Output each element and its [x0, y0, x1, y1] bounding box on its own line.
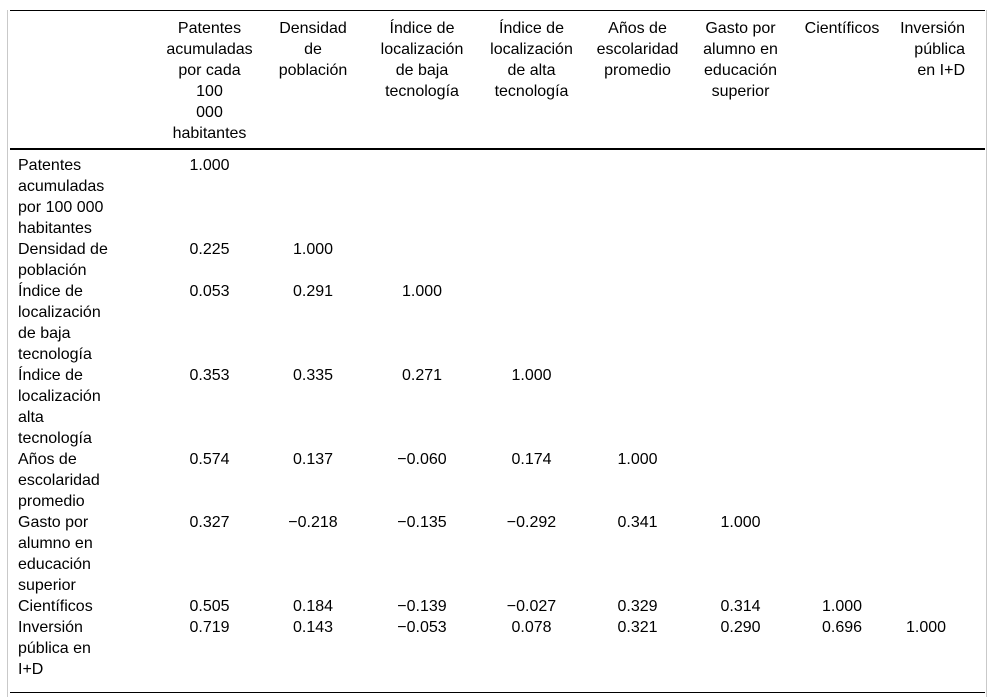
- cell: [367, 239, 477, 281]
- cell: [892, 149, 985, 239]
- row-label: Años de escolaridad promedio: [18, 451, 100, 510]
- cell: [367, 149, 477, 239]
- cell: [477, 281, 586, 365]
- cell: 0.184: [292, 598, 334, 615]
- cell: [892, 239, 985, 281]
- cell: [792, 281, 892, 365]
- cell: 0.574: [189, 451, 230, 468]
- column-header-escolaridad: Años de escolaridad promedio: [586, 10, 689, 150]
- cell: [892, 281, 985, 365]
- cell: [477, 239, 586, 281]
- column-header-patentes: Patentes acumuladas por cada 100 000 hab…: [160, 10, 259, 150]
- row-label: Científicos: [18, 598, 93, 615]
- cell: 0.143: [292, 619, 334, 636]
- cell: [586, 365, 689, 449]
- cell: −0.060: [397, 451, 447, 468]
- cell: 1.000: [821, 598, 863, 615]
- header-row: Patentes acumuladas por cada 100 000 hab…: [10, 10, 985, 150]
- page-edge-left: [7, 10, 8, 697]
- cell: −0.139: [397, 598, 447, 615]
- cell: [792, 149, 892, 239]
- cell: 0.271: [401, 367, 443, 384]
- column-header-cientificos: Científicos: [792, 10, 892, 150]
- cell: −0.027: [506, 598, 557, 615]
- table-row-inversion: Inversión pública en I+D 0.719 0.143 −0.…: [10, 617, 985, 693]
- table-row-patentes: Patentes acumuladas por 100 000 habitant…: [10, 149, 985, 239]
- cell: 1.000: [511, 367, 552, 384]
- cell: −0.218: [288, 514, 338, 531]
- cell: [892, 596, 985, 617]
- table-row-densidad: Densidad de población 0.225 1.000: [10, 239, 985, 281]
- column-header-densidad: Densidad de población: [259, 10, 367, 150]
- cell: [792, 239, 892, 281]
- table-row-baja-tecnologia: Índice de localización de baja tecnologí…: [10, 281, 985, 365]
- cell: 0.327: [189, 514, 230, 531]
- cell: [689, 239, 792, 281]
- cell: [792, 365, 892, 449]
- cell: 0.291: [292, 283, 334, 300]
- cell: 1.000: [189, 157, 230, 174]
- row-label: Inversión pública en I+D: [18, 619, 91, 678]
- correlation-table: Patentes acumuladas por cada 100 000 hab…: [10, 10, 985, 693]
- cell: 1.000: [401, 283, 443, 300]
- cell: 0.329: [617, 598, 658, 615]
- cell: −0.053: [397, 619, 447, 636]
- corner-cell: [10, 10, 160, 150]
- cell: 1.000: [905, 619, 947, 636]
- column-header-baja-tecnologia: Índice de localización de baja tecnologí…: [367, 10, 477, 150]
- column-header-alta-tecnologia: Índice de localización de alta tecnologí…: [477, 10, 586, 150]
- cell: 0.335: [292, 367, 334, 384]
- cell: 0.290: [720, 619, 761, 636]
- column-header-inversion: Inversión pública en I+D: [892, 10, 985, 150]
- cell: [892, 449, 985, 512]
- cell: 0.137: [292, 451, 334, 468]
- row-label: Gasto por alumno en educación superior: [18, 514, 93, 594]
- cell: 1.000: [292, 241, 334, 258]
- cell: [792, 449, 892, 512]
- cell: [892, 365, 985, 449]
- cell: 0.225: [189, 241, 230, 258]
- cell: 0.174: [511, 451, 552, 468]
- table-row-escolaridad: Años de escolaridad promedio 0.574 0.137…: [10, 449, 985, 512]
- row-label: Patentes acumuladas por 100 000 habitant…: [18, 157, 105, 237]
- cell: 1.000: [720, 514, 761, 531]
- cell: [586, 281, 689, 365]
- cell: 0.321: [617, 619, 658, 636]
- column-header-gasto: Gasto por alumno en educación superior: [689, 10, 792, 150]
- cell: [259, 149, 367, 239]
- cell: [586, 149, 689, 239]
- cell: 0.341: [617, 514, 658, 531]
- cell: 0.719: [189, 619, 230, 636]
- row-label: Densidad de población: [18, 241, 108, 279]
- cell: 0.353: [189, 367, 230, 384]
- table-row-gasto: Gasto por alumno en educación superior 0…: [10, 512, 985, 596]
- table-row-alta-tecnologia: Índice de localización alta tecnología 0…: [10, 365, 985, 449]
- cell: −0.135: [397, 514, 447, 531]
- cell: [689, 449, 792, 512]
- cell: [892, 512, 985, 596]
- row-label: Índice de localización alta tecnología: [18, 367, 101, 447]
- row-label: Índice de localización de baja tecnologí…: [18, 283, 101, 363]
- cell: 0.078: [511, 619, 552, 636]
- cell: 0.696: [821, 619, 863, 636]
- cell: [689, 365, 792, 449]
- cell: [477, 149, 586, 239]
- page-edge-right: [986, 10, 987, 697]
- cell: [689, 281, 792, 365]
- cell: 1.000: [617, 451, 658, 468]
- cell: 0.053: [189, 283, 230, 300]
- table-row-cientificos: Científicos 0.505 0.184 −0.139 −0.027 0.…: [10, 596, 985, 617]
- cell: −0.292: [506, 514, 557, 531]
- cell: [586, 239, 689, 281]
- cell: [792, 512, 892, 596]
- cell: [689, 149, 792, 239]
- cell: 0.505: [189, 598, 230, 615]
- cell: 0.314: [720, 598, 761, 615]
